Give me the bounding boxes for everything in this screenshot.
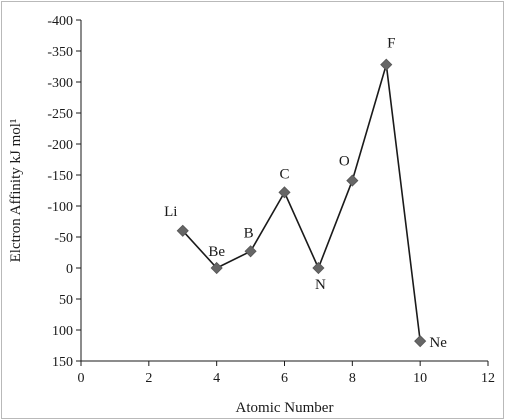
data-marker-b <box>244 245 257 258</box>
data-marker-be <box>210 261 223 275</box>
data-marker-ne <box>414 335 427 348</box>
data-marker-c <box>278 186 291 199</box>
x-tick-label: 4 <box>213 371 220 386</box>
y-axis-ticks: -400 -350 -300 -250 -200 -150 -100 -50 0 50 100 150 <box>47 14 81 370</box>
series-line <box>182 64 421 342</box>
data-marker-li <box>176 224 189 237</box>
point-label-be: Be <box>208 244 225 260</box>
x-axis-ticks: 0 2 4 6 8 10 12 <box>78 361 495 386</box>
point-label-n: N <box>315 277 326 293</box>
x-tick-label: 0 <box>78 371 85 386</box>
y-tick-label: -200 <box>47 138 73 153</box>
point-label-ne: Ne <box>429 335 447 351</box>
x-tick-label: 12 <box>481 371 495 386</box>
point-label-o: O <box>339 154 350 170</box>
y-tick-label: -150 <box>47 169 73 184</box>
data-marker-o <box>346 174 359 187</box>
x-tick-label: 8 <box>349 371 356 386</box>
x-axis-title: Atomic Number <box>236 400 334 416</box>
y-tick-label: -250 <box>47 107 73 122</box>
data-markers <box>176 58 427 348</box>
y-tick-label: -300 <box>47 76 73 91</box>
y-tick-label: -400 <box>47 14 73 29</box>
point-label-b: B <box>244 225 254 241</box>
x-tick-label: 10 <box>413 371 427 386</box>
y-tick-label: 0 <box>66 262 73 277</box>
y-tick-label: -350 <box>47 45 73 60</box>
y-axis-title: Elctron Affinity kJ mol¹ <box>8 119 24 263</box>
y-tick-label: -100 <box>47 200 73 215</box>
y-tick-label: 150 <box>52 355 73 370</box>
data-marker-n <box>312 261 325 275</box>
y-tick-label: 50 <box>59 293 73 308</box>
point-label-c: C <box>279 166 289 182</box>
x-tick-label: 2 <box>145 371 152 386</box>
y-tick-label: 100 <box>52 324 73 339</box>
point-labels: Li Be B C N O F Ne <box>164 36 447 352</box>
x-tick-label: 6 <box>281 371 288 386</box>
point-label-li: Li <box>164 204 177 220</box>
point-label-f: F <box>387 36 395 52</box>
y-tick-label: -50 <box>54 231 73 246</box>
data-marker-f <box>380 58 393 71</box>
